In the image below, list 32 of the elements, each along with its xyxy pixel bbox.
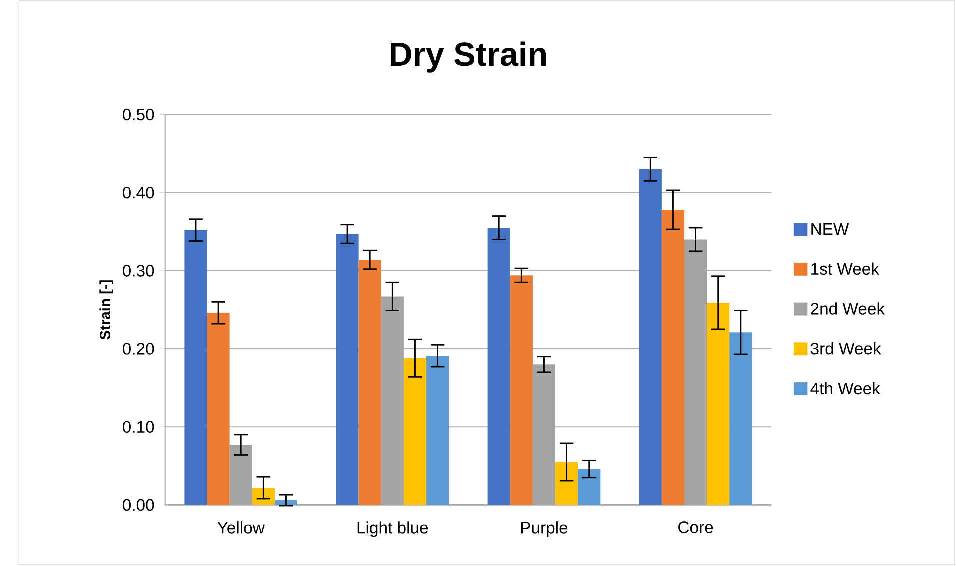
y-axis-title: Strain [-] bbox=[100, 280, 114, 340]
bar bbox=[184, 230, 208, 506]
bar bbox=[578, 469, 601, 506]
legend-label: 4th Week bbox=[810, 382, 880, 395]
x-tick-label: Yellow bbox=[218, 522, 265, 534]
bar bbox=[707, 302, 730, 506]
bar bbox=[336, 234, 359, 506]
bar bbox=[488, 228, 510, 506]
chart-title: Dry Strain bbox=[390, 42, 546, 73]
legend-label: 2nd Week bbox=[811, 302, 886, 315]
x-tick-label: Light blue bbox=[358, 522, 428, 538]
x-tick-label: Core bbox=[678, 522, 714, 534]
legend-label: NEW bbox=[812, 224, 850, 235]
y-tick-label: 0.00 bbox=[123, 499, 154, 512]
y-tick-label: 0.10 bbox=[123, 421, 154, 434]
legend-label: 1st Week bbox=[812, 262, 880, 276]
legend-label: 3rd Week bbox=[810, 342, 882, 355]
bar bbox=[556, 462, 578, 506]
x-tick-label: Purple bbox=[522, 522, 568, 538]
y-tick-label: 0.50 bbox=[123, 108, 154, 121]
y-tick-label: 0.20 bbox=[123, 343, 154, 355]
bar bbox=[207, 313, 230, 506]
y-tick-label: 0.30 bbox=[123, 265, 154, 277]
y-tick-label: 0.40 bbox=[123, 186, 154, 199]
bar bbox=[358, 260, 382, 506]
bar bbox=[426, 356, 450, 506]
bar bbox=[510, 276, 533, 506]
bar bbox=[404, 358, 427, 506]
bar bbox=[639, 169, 662, 506]
bar bbox=[730, 332, 752, 506]
bar bbox=[252, 488, 275, 506]
bar bbox=[662, 210, 685, 506]
